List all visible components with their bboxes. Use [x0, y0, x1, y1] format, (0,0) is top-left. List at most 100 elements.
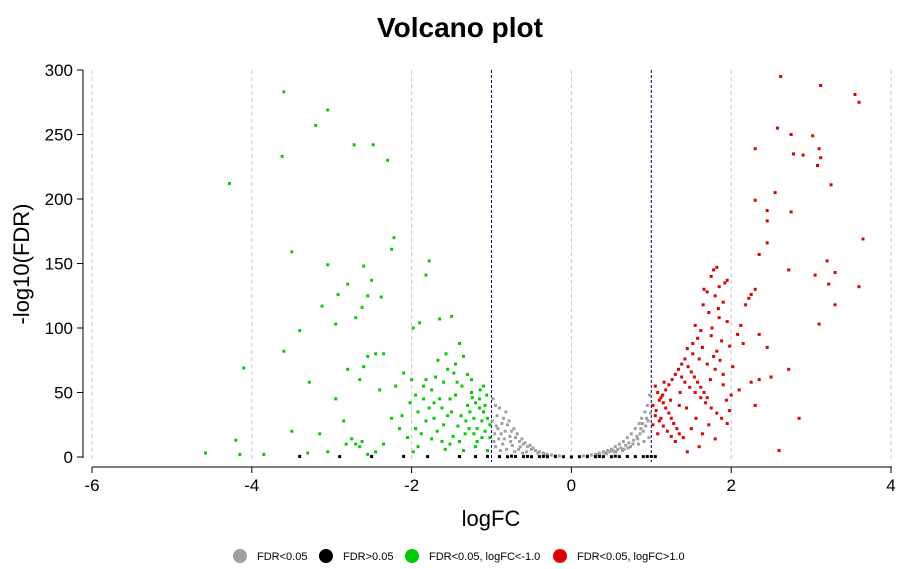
point	[625, 436, 629, 440]
point	[669, 416, 673, 420]
point	[642, 440, 646, 443]
point	[402, 371, 406, 375]
point	[432, 416, 436, 420]
point	[645, 416, 648, 420]
point	[498, 406, 501, 410]
point	[725, 422, 729, 425]
legend-item: FDR>0.05	[319, 549, 393, 563]
point	[366, 452, 370, 456]
point	[683, 357, 687, 361]
point	[474, 455, 477, 459]
point	[491, 397, 495, 401]
point	[446, 414, 450, 418]
point	[637, 442, 640, 446]
point	[227, 182, 231, 185]
point	[696, 380, 700, 384]
point	[661, 393, 664, 397]
point	[470, 378, 473, 382]
point	[693, 323, 697, 327]
y-tick-label: 100	[45, 319, 73, 338]
point	[699, 396, 703, 400]
point	[545, 455, 549, 459]
point	[518, 440, 521, 443]
point	[460, 384, 464, 388]
point	[709, 406, 713, 410]
point	[665, 429, 669, 433]
point	[739, 323, 743, 327]
chart-title: Volcano plot	[377, 12, 543, 43]
point	[713, 367, 717, 371]
point	[797, 416, 801, 420]
point	[787, 268, 791, 272]
point	[853, 93, 857, 96]
point	[318, 432, 322, 436]
y-tick-label: 200	[45, 190, 73, 209]
point	[515, 432, 519, 436]
point	[326, 263, 330, 267]
point	[326, 108, 330, 112]
point	[635, 434, 639, 438]
point	[605, 452, 609, 456]
point	[354, 316, 358, 320]
point	[411, 450, 415, 454]
point	[667, 383, 671, 387]
series-0	[490, 393, 652, 458]
point	[298, 454, 302, 458]
point	[825, 259, 829, 263]
point	[707, 423, 711, 427]
point	[506, 423, 509, 427]
point	[651, 423, 655, 427]
point	[593, 452, 597, 456]
point	[749, 380, 753, 384]
x-tick-label: -2	[404, 476, 419, 495]
point	[478, 406, 481, 410]
point	[541, 454, 545, 458]
point	[601, 450, 605, 454]
point	[721, 383, 725, 387]
point	[705, 362, 709, 366]
point	[458, 440, 461, 443]
point	[701, 303, 705, 307]
point	[508, 434, 512, 438]
point	[490, 419, 494, 423]
point	[238, 452, 242, 456]
point	[685, 450, 689, 454]
point	[480, 419, 484, 423]
y-tick-label: 50	[54, 384, 73, 403]
point	[720, 339, 724, 343]
point	[603, 451, 607, 455]
point	[382, 442, 386, 446]
point	[360, 305, 364, 309]
point	[509, 440, 513, 443]
point	[452, 371, 456, 375]
data-points	[204, 75, 865, 459]
point	[262, 452, 266, 456]
point	[697, 445, 701, 449]
point	[498, 455, 501, 459]
point	[350, 437, 354, 441]
point	[647, 436, 651, 440]
point	[502, 416, 505, 420]
point	[680, 375, 684, 379]
x-tick-label: -6	[84, 476, 99, 495]
point	[617, 455, 621, 459]
point	[463, 432, 467, 436]
point	[392, 236, 396, 240]
point	[769, 375, 773, 379]
point	[817, 147, 821, 151]
point	[700, 432, 704, 436]
point	[419, 432, 423, 436]
point	[645, 403, 649, 407]
point	[501, 442, 505, 446]
point	[692, 375, 696, 379]
point	[857, 285, 861, 289]
point	[486, 449, 489, 453]
point	[717, 316, 721, 320]
point	[458, 455, 461, 458]
point	[434, 375, 438, 379]
point	[644, 424, 648, 428]
point	[689, 427, 693, 431]
point	[657, 419, 661, 423]
legend-item: FDR<0.05	[233, 549, 307, 563]
